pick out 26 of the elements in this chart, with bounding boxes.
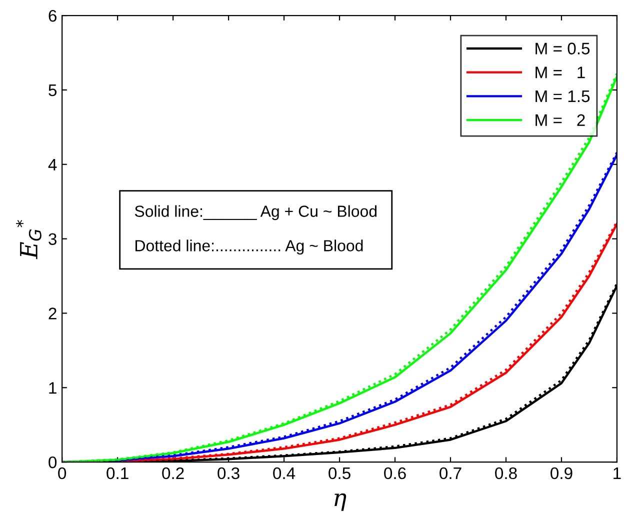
x-tick-label: 0.1 xyxy=(106,467,128,480)
x-tick-label: 0.8 xyxy=(495,467,517,480)
x-tick-label: 0.9 xyxy=(550,467,572,480)
annotation: Dotted line:............... Ag ~ Blood xyxy=(136,240,363,255)
annotation: Solid line:______ Ag + Cu ~ Blood xyxy=(134,205,376,220)
x-axis-title: η xyxy=(334,493,346,511)
x-tick-label: 0 xyxy=(58,467,66,480)
x-tick-label: 0.5 xyxy=(328,467,350,480)
x-tick-label: 0.3 xyxy=(218,467,240,480)
x-tick-label: 0.7 xyxy=(440,467,462,480)
x-tick-label: 1 xyxy=(614,468,621,479)
y-tick-label: 4 xyxy=(48,158,57,170)
y-tick-label: 2 xyxy=(48,308,56,320)
legend-label: M = 2 xyxy=(536,114,585,126)
y-tick-label: 0 xyxy=(48,456,57,468)
legend-label: M = 0.5 xyxy=(536,42,590,54)
x-tick-label: 0.6 xyxy=(384,467,406,480)
x-tick-label: 0.4 xyxy=(273,467,296,480)
y-tick-label: 3 xyxy=(48,233,56,245)
y-tick-label: 5 xyxy=(48,84,57,96)
y-tick-label: 1 xyxy=(49,382,56,394)
y-axis-title: E$_{G}$$^{*}$ xyxy=(16,220,42,260)
x-tick-label: 0.2 xyxy=(162,467,184,480)
legend-label: M = 1 xyxy=(536,66,585,78)
y-tick-label: 6 xyxy=(48,10,56,22)
legend-label: M = 1.5 xyxy=(536,90,590,102)
